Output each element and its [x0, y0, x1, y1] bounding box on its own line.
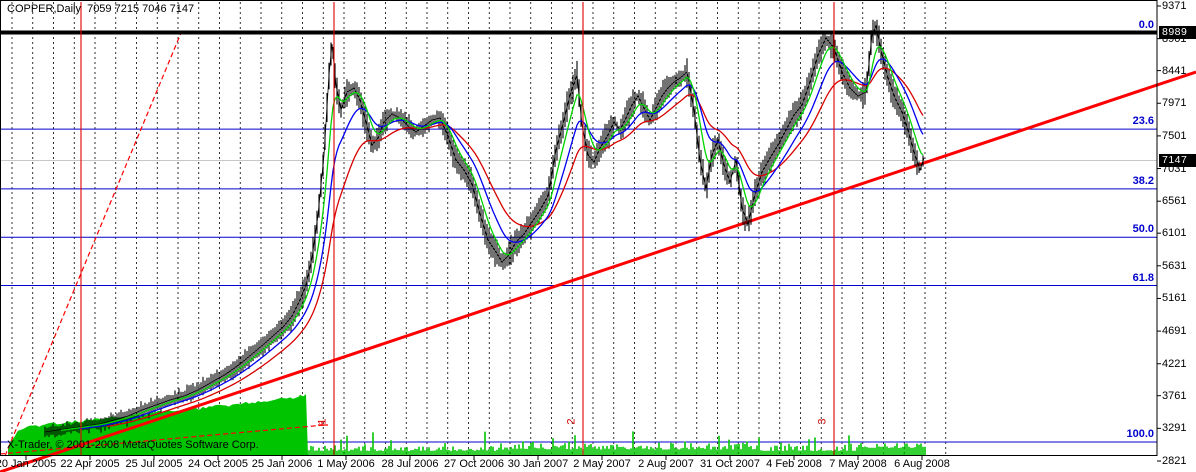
- price-axis-label-3291: 3291: [1162, 422, 1187, 434]
- volume-histogram: [308, 431, 926, 455]
- price-axis-label-2821: 2821: [1162, 455, 1187, 467]
- price-axis-label-5161: 5161: [1162, 292, 1187, 304]
- candlestick-series: [44, 19, 924, 438]
- chart-title: COPPER,Daily 7059 7215 7046 7147: [7, 3, 195, 15]
- price-axis-label-4691: 4691: [1162, 325, 1187, 337]
- date-label: 2 Aug 2007: [638, 458, 694, 470]
- date-label: 7 May 2008: [829, 458, 887, 470]
- price-axis-label-5631: 5631: [1162, 260, 1187, 272]
- price-axis-label-7971: 7971: [1162, 97, 1187, 109]
- date-label: 24 Oct 2005: [188, 458, 248, 470]
- trendline-anchor-marker[interactable]: [318, 421, 328, 426]
- price-axis-label-6561: 6561: [1162, 195, 1187, 207]
- date-label: 20 Jan 2005: [0, 458, 57, 470]
- fibonacci-label-50.0: 50.0: [1132, 223, 1154, 235]
- price-axis-label-3761: 3761: [1162, 390, 1187, 402]
- copyright-watermark: X-Trader, © 2001-2008 MetaQuotes Softwar…: [7, 439, 259, 451]
- fibonacci-label-100.0: 100.0: [1126, 428, 1154, 440]
- moving-average-slow[interactable]: [106, 67, 924, 428]
- wave-label-3: 3: [816, 418, 829, 425]
- date-label: 4 Feb 2008: [766, 458, 822, 470]
- date-label: 25 Jul 2005: [125, 458, 183, 470]
- date-label: 1 May 2006: [317, 458, 375, 470]
- price-marker-7147: 7147: [1159, 154, 1196, 167]
- trendline-main-uptrend[interactable]: [0, 70, 1196, 472]
- wave-label-1: 1: [316, 418, 329, 425]
- date-label: 25 Jan 2006: [251, 458, 313, 470]
- date-label: 28 Jul 2006: [381, 458, 439, 470]
- fibonacci-label-61.8: 61.8: [1132, 272, 1154, 284]
- fibonacci-label-0.0: 0.0: [1138, 19, 1154, 31]
- trendline-shallow-dashed[interactable]: [0, 424, 326, 455]
- date-label: 30 Jan 2007: [507, 458, 569, 470]
- date-label: 2 May 2007: [573, 458, 631, 470]
- volume-histogram-left: [8, 394, 308, 455]
- plot-border: [0, 0, 1158, 456]
- date-label: 27 Oct 2006: [444, 458, 504, 470]
- moving-average-fast[interactable]: [60, 45, 924, 432]
- price-path: [44, 24, 925, 433]
- fibonacci-label-38.2: 38.2: [1132, 175, 1154, 187]
- wave-label-2: 2: [565, 418, 578, 425]
- trendline-steep-dashed[interactable]: [4, 32, 182, 457]
- fibonacci-label-23.6: 23.6: [1132, 115, 1154, 127]
- price-axis-label-4221: 4221: [1162, 358, 1187, 370]
- date-label: 22 Apr 2005: [60, 458, 120, 470]
- date-label: 6 Aug 2008: [894, 458, 950, 470]
- price-axis-label-7501: 7501: [1162, 130, 1187, 142]
- price-axis-label-6101: 6101: [1162, 227, 1187, 239]
- price-axis-label-8441: 8441: [1162, 65, 1187, 77]
- moving-average-mid[interactable]: [78, 58, 924, 430]
- price-axis-label-9371: 9371: [1162, 0, 1187, 12]
- date-label: 31 Oct 2007: [700, 458, 760, 470]
- price-marker-8989: 8989: [1159, 26, 1196, 39]
